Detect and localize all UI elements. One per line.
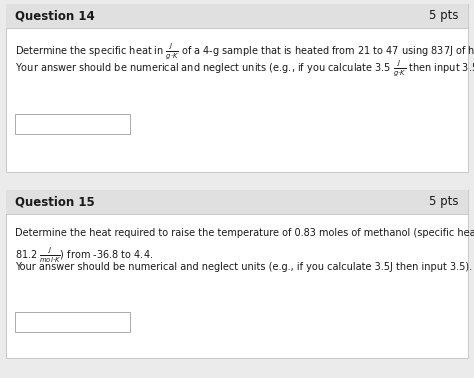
Text: 5 pts: 5 pts: [429, 195, 459, 209]
Text: Determine the specific heat in $\frac{J}{g{\cdot}K}$ of a 4-g sample that is hea: Determine the specific heat in $\frac{J}…: [15, 42, 474, 62]
Bar: [15, 312, 130, 332]
Bar: [6, 4, 468, 172]
Text: Question 15: Question 15: [15, 195, 95, 209]
Text: Determine the heat required to raise the temperature of 0.83 moles of methanol (: Determine the heat required to raise the…: [15, 228, 474, 238]
Bar: [6, 190, 468, 358]
Text: Your answer should be numerical and neglect units (e.g., if you calculate 3.5J t: Your answer should be numerical and negl…: [15, 262, 472, 272]
Text: Your answer should be numerical and neglect units (e.g., if you calculate 3.5 $\: Your answer should be numerical and negl…: [15, 59, 474, 79]
Text: Question 14: Question 14: [15, 9, 95, 23]
Text: 81.2 $\frac{J}{mol{\cdot}K}$) from -36.8 to 4.4.: 81.2 $\frac{J}{mol{\cdot}K}$) from -36.8…: [15, 245, 153, 265]
Bar: [15, 114, 130, 134]
Bar: [6, 190, 468, 214]
Text: 5 pts: 5 pts: [429, 9, 459, 23]
Bar: [6, 4, 468, 28]
